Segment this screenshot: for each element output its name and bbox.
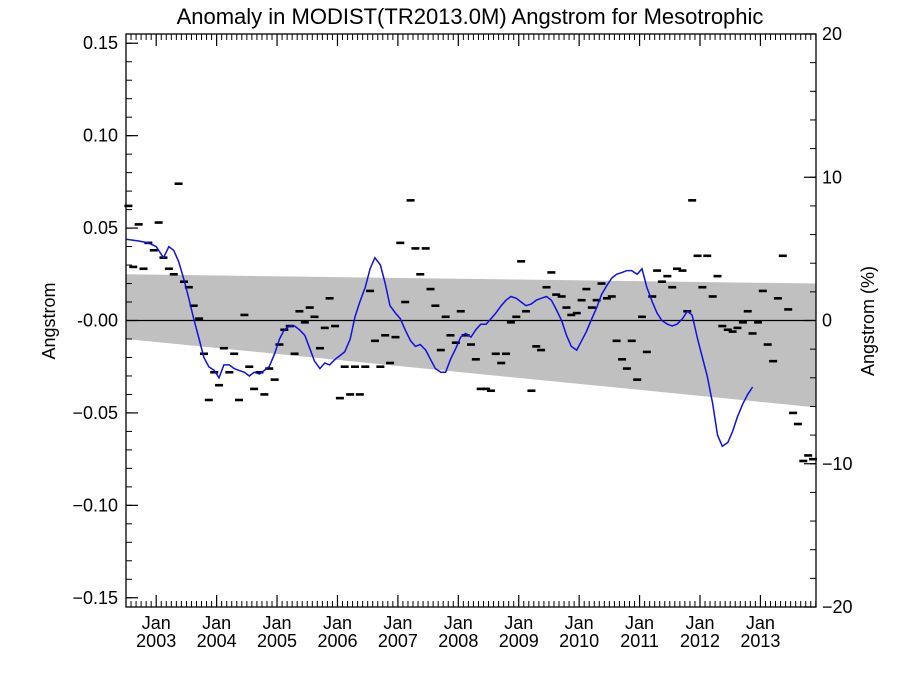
x-tick-month-label: Jan: [746, 613, 775, 633]
y2-axis-label: Angstrom (%): [858, 266, 878, 376]
x-tick-month-label: Jan: [202, 613, 231, 633]
y-tick-label: −0.15: [72, 588, 118, 608]
y-tick-label: 0.10: [83, 126, 118, 146]
y2-tick-label: −20: [822, 597, 853, 617]
y-tick-label: 0.05: [83, 218, 118, 238]
y2-tick-label: 20: [822, 24, 842, 44]
x-tick-year-label: 2009: [499, 631, 539, 651]
x-tick-month-label: Jan: [685, 613, 714, 633]
y2-tick-label: 10: [822, 167, 842, 187]
x-tick-year-label: 2003: [136, 631, 176, 651]
chart-title: Anomaly in MODIST(TR2013.0M) Angstrom fo…: [177, 4, 764, 29]
x-tick-month-label: Jan: [625, 613, 654, 633]
x-tick-year-label: 2013: [740, 631, 780, 651]
x-tick-year-label: 2005: [257, 631, 297, 651]
x-tick-month-label: Jan: [504, 613, 533, 633]
y2-tick-label: 0: [822, 311, 832, 331]
x-tick-month-label: Jan: [142, 613, 171, 633]
x-tick-year-label: 2008: [438, 631, 478, 651]
y-tick-label: −0.10: [72, 495, 118, 515]
uncertainty-band: [126, 274, 816, 408]
x-tick-month-label: Jan: [444, 613, 473, 633]
x-tick-year-label: 2011: [620, 631, 659, 651]
smoothed-line-layer: [125, 238, 754, 448]
y2-tick-label: −10: [822, 454, 853, 474]
x-tick-month-label: Jan: [263, 613, 292, 633]
axes-layer: 0.150.100.05-0.00−0.05−0.10−0.1520100−10…: [72, 24, 852, 651]
y-axis-label: Angstrom: [39, 282, 59, 359]
x-tick-year-label: 2010: [559, 631, 599, 651]
y-tick-label: -0.00: [77, 311, 118, 331]
y-tick-label: 0.15: [83, 33, 118, 53]
x-tick-year-label: 2004: [197, 631, 237, 651]
x-tick-year-label: 2012: [680, 631, 720, 651]
x-tick-month-label: Jan: [323, 613, 352, 633]
uncertainty-band-layer: [126, 274, 816, 408]
x-tick-month-label: Jan: [383, 613, 412, 633]
x-tick-year-label: 2007: [378, 631, 418, 651]
x-tick-year-label: 2006: [317, 631, 357, 651]
smoothed-line: [125, 238, 754, 448]
x-tick-month-label: Jan: [565, 613, 594, 633]
y-tick-label: −0.05: [72, 403, 118, 423]
